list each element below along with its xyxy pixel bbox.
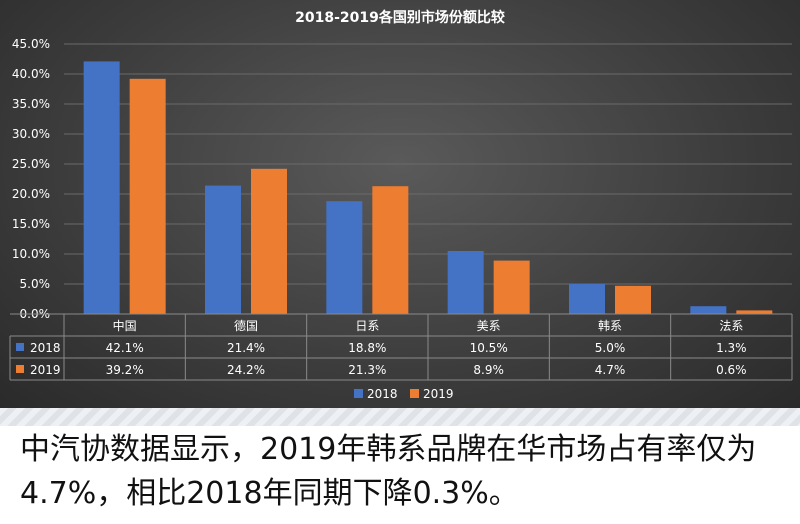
- legend-label: 2018: [367, 387, 398, 401]
- bar-2018-德国: [205, 185, 241, 314]
- decorative-band: [0, 408, 800, 426]
- y-tick-label: 30.0%: [12, 127, 50, 141]
- table-cell-value: 5.0%: [595, 341, 626, 355]
- bar-2019-日系: [372, 186, 409, 314]
- caption-text: 中汽协数据显示，2019年韩系品牌在华市场占有率仅为4.7%，相比2018年同期…: [20, 432, 757, 511]
- y-axis-ticks: 0.0%5.0%10.0%15.0%20.0%25.0%30.0%35.0%40…: [12, 37, 50, 321]
- chart-panel: 2018-2019各国别市场份额比较 0.0% 5.0% 10.0% 15.0% 20.…: [0, 0, 800, 410]
- bar-2019-中国: [129, 78, 166, 314]
- category-label: 美系: [477, 319, 501, 333]
- chart-title: 2018-2019各国别市场份额比较: [295, 9, 505, 26]
- bar-2019-美系: [493, 260, 530, 314]
- category-label: 日系: [355, 319, 379, 333]
- category-label: 法系: [719, 319, 743, 333]
- table-cell-value: 21.4%: [227, 341, 265, 355]
- table-cell-value: 21.3%: [348, 363, 386, 377]
- table-cell-value: 18.8%: [348, 341, 386, 355]
- table-cell-value: 1.3%: [716, 341, 747, 355]
- table-cell-value: 10.5%: [470, 341, 508, 355]
- table-series-name: 2018: [30, 341, 61, 355]
- y-tick-label: 25.0%: [12, 157, 50, 171]
- y-tick-label: 35.0%: [12, 97, 50, 111]
- bar-2018-日系: [326, 201, 363, 314]
- y-tick-label: 10.0%: [12, 247, 50, 261]
- table-cell-value: 24.2%: [227, 363, 265, 377]
- bar-2018-法系: [690, 306, 727, 314]
- bar-layer: [83, 61, 773, 315]
- category-label: 德国: [234, 318, 258, 333]
- y-tick-label: 5.0%: [20, 277, 51, 291]
- table-cell-value: 0.6%: [716, 363, 747, 377]
- table-cell-value: 8.9%: [473, 363, 504, 377]
- data-table: 中国 德国 日系 美系 韩系 法系 2018 42.1% 21.4% 18.8% 10.5% 5.0%…: [9, 313, 793, 381]
- bar-2018-韩系: [569, 284, 605, 314]
- table-series-swatch: [16, 343, 24, 351]
- category-label: 韩系: [598, 318, 622, 333]
- grid-layer: [64, 43, 792, 315]
- table-cell-value: 39.2%: [106, 363, 144, 377]
- chart-svg: 2018-2019各国别市场份额比较 0.0%5.0%10.0%15.0%20.…: [9, 9, 793, 401]
- legend-swatch: [410, 389, 419, 398]
- y-tick-label: 20.0%: [12, 187, 50, 201]
- table-cell-value: 4.7%: [595, 363, 626, 377]
- legend: 2018 2019: [354, 387, 454, 401]
- table-cell-value: 42.1%: [106, 341, 144, 355]
- bar-2019-韩系: [615, 285, 651, 314]
- legend-label: 2019: [423, 387, 454, 401]
- table-series-swatch: [16, 365, 24, 373]
- bar-2018-美系: [447, 251, 484, 314]
- category-label: 中国: [113, 318, 137, 333]
- bar-2019-德国: [251, 168, 287, 314]
- y-tick-label: 45.0%: [12, 37, 50, 51]
- y-tick-label: 40.0%: [12, 67, 50, 81]
- bar-2019-法系: [736, 310, 773, 314]
- y-tick-label: 15.0%: [12, 217, 50, 231]
- bar-2018-中国: [83, 61, 120, 315]
- table-series-name: 2019: [30, 363, 61, 377]
- legend-swatch: [354, 389, 363, 398]
